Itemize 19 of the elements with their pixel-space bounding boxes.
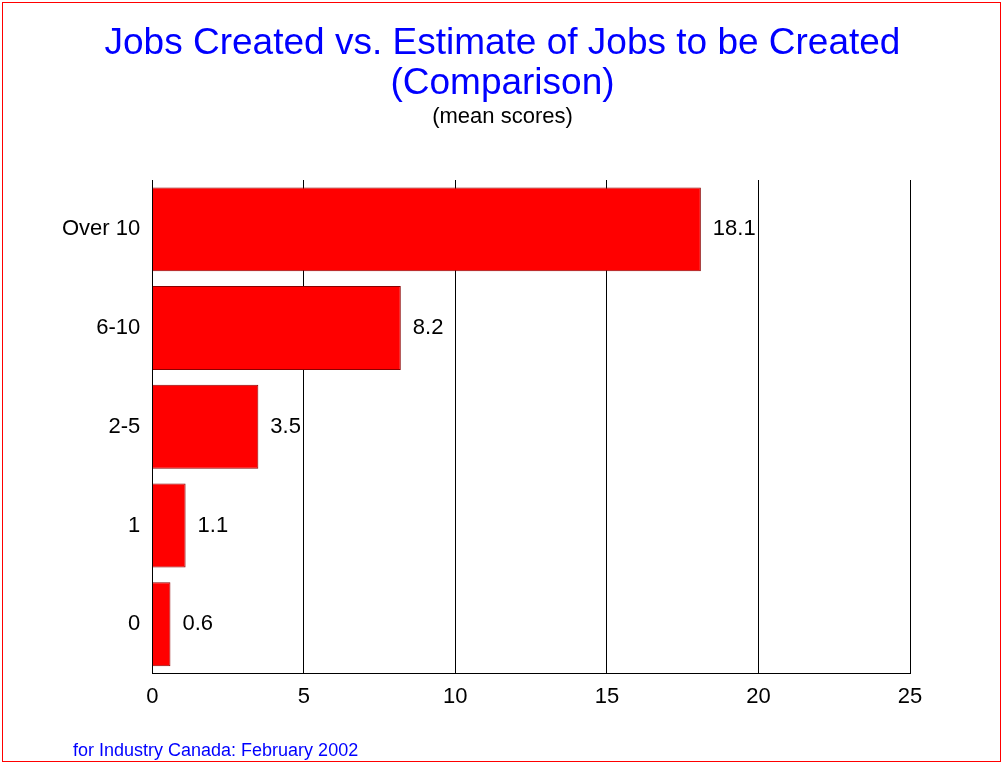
x-tick-label: 25 [897, 682, 923, 708]
y-tick-label: 0 [128, 610, 141, 636]
data-label: 18.1 [712, 215, 756, 241]
y-tick-label: 2-5 [108, 412, 141, 438]
text: for Industry Canada: February 2002 [73, 740, 359, 761]
chart-title: Jobs Created vs. Estimate of Jobs to be Created (Comparison) [103, 21, 902, 102]
x-tick-label: 20 [746, 682, 771, 708]
chart-subtitle: (mean scores) [431, 103, 574, 129]
x-tick-label: 5 [297, 682, 310, 708]
x-tick-label: 15 [594, 682, 620, 708]
y-tick-label: 1 [128, 511, 141, 537]
data-label: 8.2 [412, 314, 444, 340]
data-label: 1.1 [197, 511, 229, 537]
data-label: 0.6 [182, 610, 214, 636]
y-tick-label: Over 10 [61, 215, 141, 241]
x-tick-label: 0 [146, 682, 159, 708]
x-tick-label: 10 [443, 682, 468, 708]
y-tick-label: 6-10 [96, 314, 141, 340]
data-label: 3.5 [270, 412, 301, 438]
